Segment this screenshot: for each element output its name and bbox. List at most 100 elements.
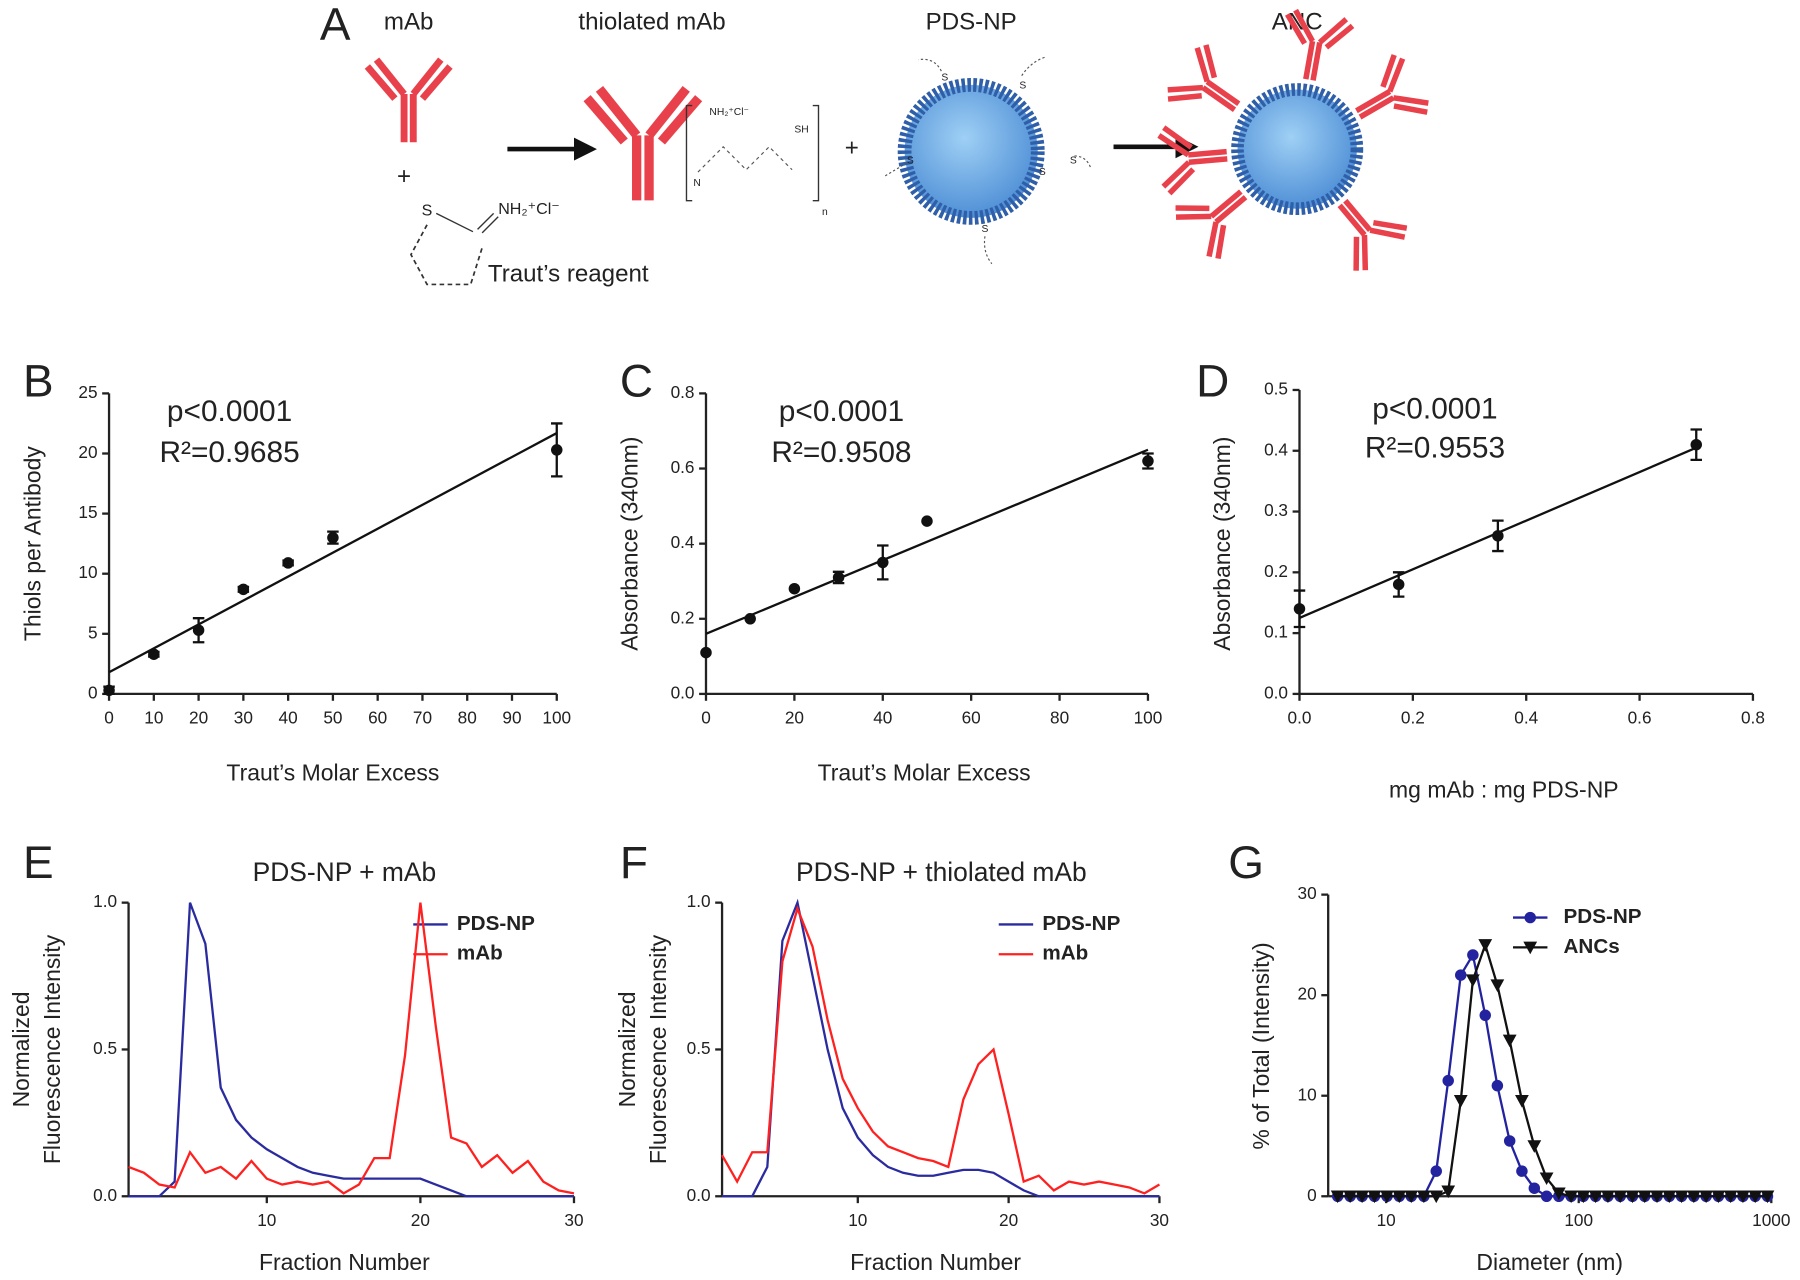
marker (1650, 1190, 1664, 1204)
bracket (685, 104, 820, 202)
marker (1601, 1190, 1615, 1204)
antibody-icon (367, 60, 450, 143)
atom: S (1039, 167, 1046, 178)
marker (1380, 1190, 1394, 1204)
nanoparticle (897, 77, 1045, 225)
x-tick-label: 10 (257, 1210, 276, 1230)
y-tick-label: 0.6 (671, 457, 695, 477)
x-tick-label: 0.8 (1741, 708, 1765, 728)
x-tick-label: 70 (413, 708, 432, 728)
point (832, 571, 845, 584)
x-tick-label: 100 (1134, 708, 1163, 728)
y-tick-label: 0.5 (687, 1038, 711, 1058)
y-tick-label: 20 (1298, 984, 1317, 1004)
y-tick-label: 0.4 (1264, 439, 1288, 459)
legend-label: PDS-NP (1564, 905, 1642, 928)
series-line (722, 898, 1160, 1198)
atom: n (822, 207, 828, 218)
y-tick-label: 0.8 (671, 382, 695, 402)
scheme: A mAb thiolated mAb PDS-NP ANC + S NH₂⁺C… (320, 0, 1432, 288)
bond (435, 212, 499, 234)
marker (1528, 1182, 1541, 1194)
marker (1723, 1190, 1738, 1204)
panel-letter: D (1196, 354, 1229, 406)
marker (1491, 1079, 1504, 1092)
marker (1441, 1185, 1456, 1199)
point (921, 515, 933, 527)
x-tick-label: 100 (1564, 1210, 1593, 1230)
x-tick-label: 0.2 (1401, 708, 1425, 728)
marker (1540, 1190, 1553, 1203)
antibody-icon (587, 89, 699, 200)
atom: NH₂⁺Cl⁻ (498, 200, 560, 218)
point (1142, 455, 1154, 467)
y-tick-label: 0 (1307, 1185, 1317, 1205)
y-tick-label: 30 (1298, 883, 1317, 903)
point (1392, 578, 1405, 591)
marker (1455, 969, 1467, 981)
x-tick-label: 80 (458, 708, 477, 728)
marker (1551, 1187, 1566, 1201)
y-tick-label: 5 (88, 622, 98, 642)
y-tick-label: 25 (78, 382, 97, 402)
label: mAb (384, 8, 434, 35)
linker (883, 56, 1092, 265)
x-axis-label: Fraction Number (850, 1249, 1021, 1275)
annotation: R²=0.9553 (1365, 431, 1505, 464)
atom: S (907, 155, 914, 166)
atom: N (693, 178, 700, 189)
legend-label: ANCs (1564, 935, 1620, 958)
x-tick-label: 0.4 (1514, 708, 1538, 728)
y-tick-label: 0 (88, 682, 98, 702)
marker (1490, 979, 1505, 992)
marker (1760, 1190, 1775, 1204)
y-tick-label: 1.0 (93, 891, 117, 911)
y-tick-label: 0.1 (1264, 622, 1288, 642)
legend-label: mAb (457, 942, 503, 965)
y-tick-label: 0.0 (1264, 682, 1288, 702)
marker (1711, 1190, 1726, 1204)
marker (1625, 1190, 1640, 1204)
y-axis-label: Absorbance (340nm) (616, 437, 642, 651)
x-axis-label: mg mAb : mg PDS-NP (1389, 776, 1619, 802)
atom: S (1070, 155, 1077, 166)
x-axis-label: Traut’s Molar Excess (226, 759, 439, 785)
marker (1515, 1095, 1529, 1108)
annotation: R²=0.9685 (159, 436, 299, 469)
x-tick-label: 30 (234, 708, 253, 728)
marker (1392, 1190, 1407, 1204)
y-axis-label: Fluorescence Intensity (39, 934, 65, 1164)
x-tick-label: 20 (189, 708, 208, 728)
x-tick-label: 50 (323, 708, 342, 728)
x-tick-label: 30 (1150, 1210, 1169, 1230)
y-tick-label: 0.3 (1264, 500, 1288, 520)
atom: S (422, 201, 433, 219)
marker (1479, 1009, 1491, 1022)
annotation: p<0.0001 (1372, 392, 1497, 425)
y-tick-label: 0.0 (93, 1185, 117, 1205)
point (192, 624, 205, 636)
point (700, 646, 712, 659)
legend-marker (1524, 911, 1536, 924)
label: thiolated mAb (578, 8, 725, 35)
fit-line (705, 448, 1149, 635)
x-tick-label: 20 (785, 708, 804, 728)
y-tick-label: 0.0 (671, 682, 695, 702)
marker (1330, 1190, 1345, 1204)
plus: + (397, 163, 411, 190)
marker (1516, 1165, 1528, 1177)
y-axis-label: % of Total (Intensity) (1248, 942, 1274, 1149)
reagent-ring (409, 224, 483, 286)
point (282, 557, 294, 569)
point (1690, 438, 1702, 451)
annotation: p<0.0001 (779, 395, 904, 428)
point (744, 613, 756, 625)
legend-label: PDS-NP (1042, 912, 1120, 935)
marker (1465, 974, 1480, 987)
panel-letter: C (620, 354, 653, 406)
series-line (1337, 941, 1768, 1198)
x-tick-label: 0.6 (1628, 708, 1652, 728)
x-tick-label: 20 (999, 1210, 1018, 1230)
x-tick-label: 90 (502, 708, 521, 728)
x-tick-label: 0 (104, 708, 114, 728)
